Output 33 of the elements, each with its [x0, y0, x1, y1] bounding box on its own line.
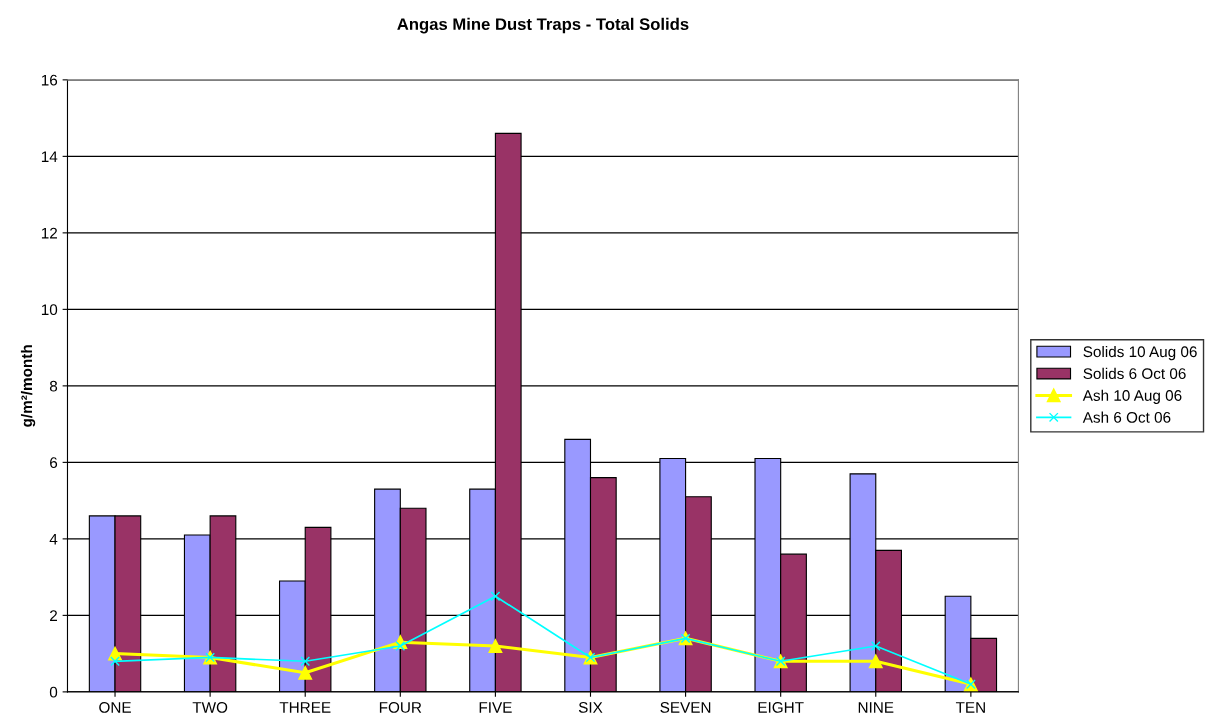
y-tick-label: 8 [49, 380, 58, 392]
x-tick-label: FIVE [479, 702, 512, 713]
x-tick-label: THREE [279, 702, 331, 713]
y-tick-label: 0 [49, 686, 58, 698]
y-tick-label: 16 [41, 74, 58, 86]
point [395, 641, 406, 651]
x-tick-label: ONE [99, 702, 131, 713]
x-tick-label: SEVEN [660, 702, 711, 713]
y-tick-label: 14 [41, 151, 58, 162]
x-tick-label: NINE [858, 702, 894, 713]
x-tick-label: FOUR [379, 702, 422, 713]
x-tick-label: TEN [955, 702, 985, 713]
y-tick-label: 10 [41, 304, 58, 316]
legend-label: Solids 10 Aug 06 [1083, 345, 1197, 361]
legend-label: Ash 6 Oct 06 [1082, 411, 1171, 423]
y-tick-label: 4 [49, 533, 58, 545]
point [870, 641, 881, 651]
y-axis-title: g/m²/month [20, 345, 36, 427]
x-tick-label: SIX [578, 702, 603, 713]
point [300, 656, 311, 667]
x-tick-label: TWO [192, 702, 228, 713]
legend-label: Solids 6 Oct 06 [1083, 367, 1186, 380]
chart-title: Angas Mine Dust Traps - Total Solids [397, 17, 689, 34]
y-tick-label: 6 [50, 457, 58, 469]
point [298, 665, 313, 680]
point [868, 654, 883, 669]
y-tick-label: 2 [50, 610, 57, 621]
x-tick-label: EIGHT [758, 702, 804, 713]
point [488, 639, 503, 653]
legend-label: Ash 10 Aug 06 [1082, 389, 1182, 404]
point [490, 591, 501, 602]
point [110, 656, 120, 667]
y-tick-label: 12 [41, 227, 57, 239]
